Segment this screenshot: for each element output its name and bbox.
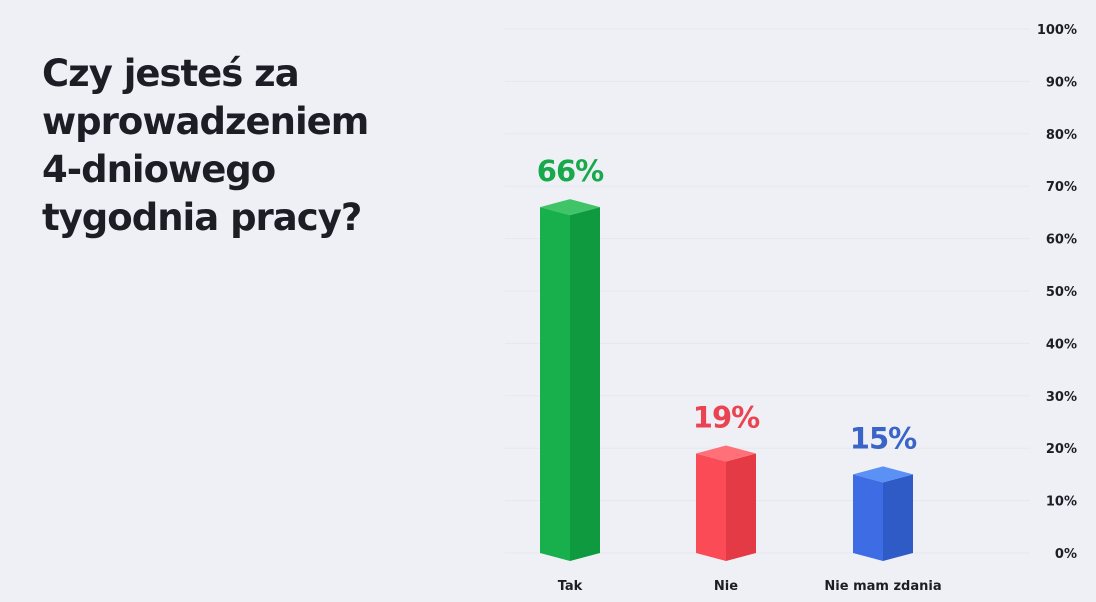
bar-front-face: [540, 207, 570, 561]
chart-title-line: wprowadzeniem: [42, 100, 369, 143]
y-tick-label: 60%: [1046, 233, 1077, 248]
category-label: Nie mam zdania: [824, 579, 941, 594]
bar-tak: [540, 199, 600, 561]
y-tick-label: 0%: [1055, 547, 1077, 562]
bars: 66% 19% 15%: [537, 154, 918, 561]
y-tick-label: 50%: [1046, 285, 1077, 300]
y-tick-label: 30%: [1046, 390, 1077, 405]
y-axis-ticks: 0% 10% 20% 30% 40% 50% 60% 70% 80% 90% 100%: [1037, 23, 1077, 562]
bar-top-face: [853, 466, 913, 483]
chart-title-line: tygodnia pracy?: [42, 196, 362, 239]
y-tick-label: 100%: [1037, 23, 1077, 38]
y-tick-label: 80%: [1046, 128, 1077, 143]
category-label: Nie: [714, 579, 738, 594]
chart-title: Czy jesteś za wprowadzeniem 4-dniowego t…: [42, 50, 442, 242]
bar-front-face: [853, 474, 883, 561]
chart-title-line: Czy jesteś za: [42, 52, 300, 95]
bar-nie-mam-zdania: [853, 466, 913, 561]
bar-top-face: [696, 445, 756, 462]
bar-side-face: [726, 453, 756, 561]
data-label: 19%: [693, 400, 760, 434]
y-tick-label: 20%: [1046, 442, 1077, 457]
data-label: 15%: [850, 421, 917, 455]
bar-front-face: [696, 453, 726, 561]
y-tick-label: 90%: [1046, 75, 1077, 90]
data-label: 66%: [537, 154, 604, 188]
y-tick-label: 70%: [1046, 180, 1077, 195]
bar-side-face: [570, 207, 600, 561]
category-label: Tak: [558, 579, 583, 594]
bar-nie: [696, 445, 756, 561]
category-labels: Tak Nie Nie mam zdania: [558, 579, 942, 594]
bar-top-face: [540, 199, 600, 216]
y-tick-label: 10%: [1046, 495, 1077, 510]
y-tick-label: 40%: [1046, 337, 1077, 352]
bar-side-face: [883, 474, 913, 561]
chart-title-line: 4-dniowego: [42, 148, 276, 191]
